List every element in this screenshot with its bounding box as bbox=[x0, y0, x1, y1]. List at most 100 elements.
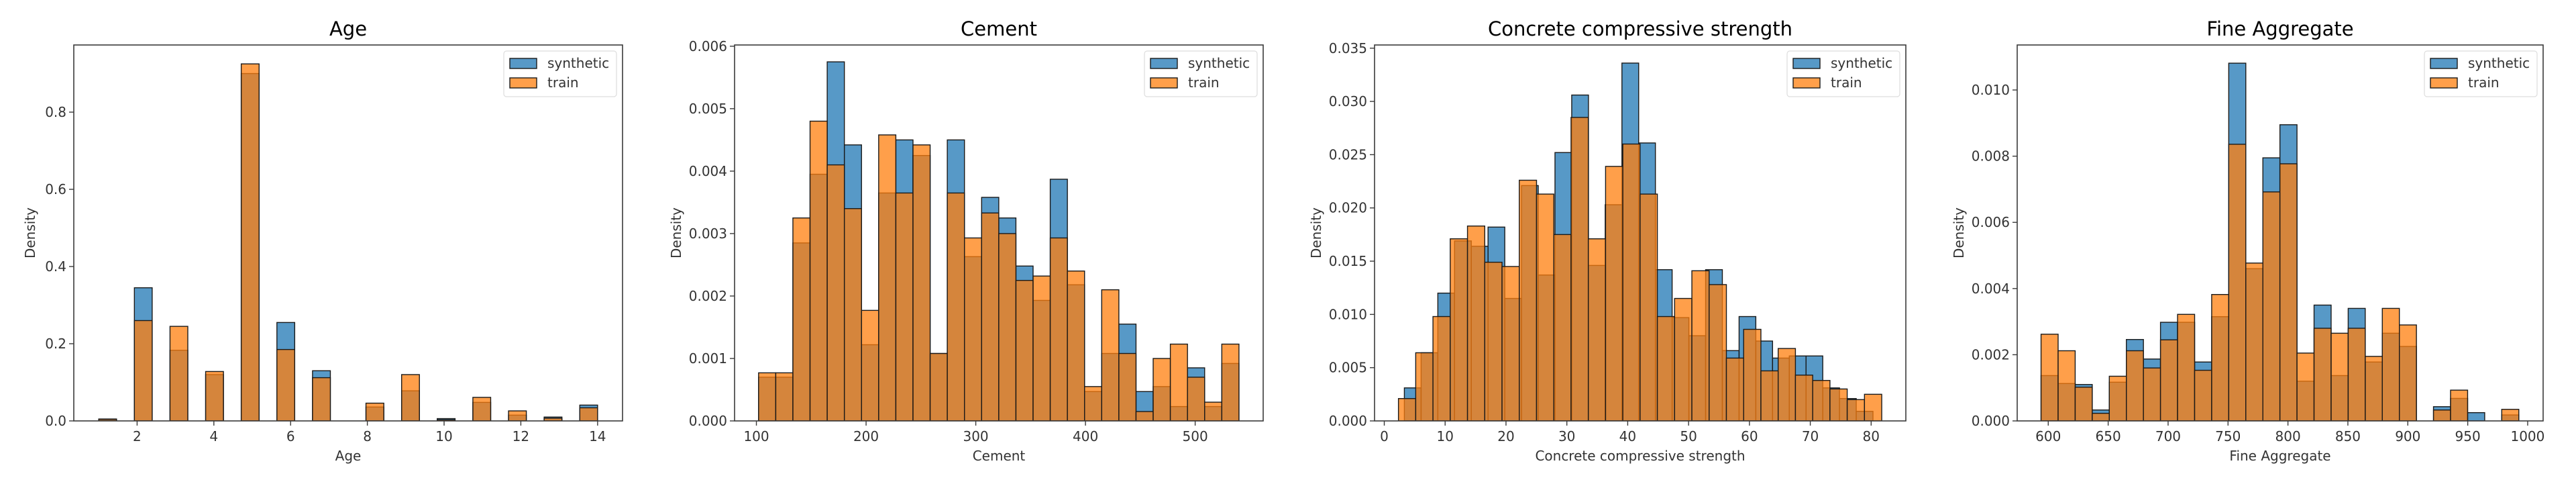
y-tick-label: 0.015 bbox=[1329, 253, 1367, 269]
x-tick-label: 950 bbox=[2455, 428, 2481, 444]
bar-train bbox=[1067, 271, 1085, 421]
x-tick-label: 80 bbox=[1863, 428, 1880, 444]
y-tick-label: 0.003 bbox=[689, 226, 727, 242]
x-tick-label: 2 bbox=[133, 428, 142, 444]
bar-train bbox=[1118, 352, 1137, 421]
legend-label-synthetic: synthetic bbox=[2468, 55, 2530, 71]
bar-train bbox=[2074, 387, 2093, 421]
bar-train bbox=[1777, 348, 1796, 421]
bar-train bbox=[1519, 179, 1538, 421]
x-tick-label: 50 bbox=[1680, 428, 1697, 444]
bar-train bbox=[579, 407, 598, 421]
bar-train bbox=[878, 134, 897, 421]
bar-train bbox=[2450, 389, 2469, 421]
bar-train bbox=[792, 217, 811, 421]
bar-train bbox=[1049, 237, 1068, 421]
bar-train bbox=[1484, 261, 1503, 421]
bar-train bbox=[1674, 297, 1693, 421]
bar-train bbox=[1032, 275, 1051, 421]
y-tick-label: 0.4 bbox=[45, 258, 66, 275]
chart-age: 2 4 6 8 10 12 14 0.0 0.2 0.4 0.6 0.8 Age Age Density sy… bbox=[22, 17, 623, 464]
x-tick-label: 30 bbox=[1558, 428, 1575, 444]
bar-train bbox=[2381, 307, 2400, 421]
bar-train bbox=[508, 410, 527, 421]
x-tick-label: 800 bbox=[2275, 428, 2301, 444]
bar-train bbox=[1570, 117, 1589, 421]
bar-train bbox=[1101, 289, 1120, 421]
chart-cement: 100 200 300 400 500 0.000 0.001 0.002 0.003 0.004… bbox=[668, 17, 1264, 464]
legend-swatch-train bbox=[2430, 77, 2458, 89]
legend: synthetic train bbox=[2424, 50, 2538, 97]
axes-frame bbox=[1374, 44, 1907, 422]
y-tick-label: 0.005 bbox=[689, 101, 727, 117]
bars-group bbox=[98, 63, 598, 421]
chart-concrete-compressive-strength: 0 10 20 30 40 50 60 70 80 0.000 0.005 0.010 0.015 0.0… bbox=[1308, 17, 1907, 464]
x-tick-label: 4 bbox=[209, 428, 218, 444]
bar-train bbox=[312, 377, 331, 421]
x-tick-label: 600 bbox=[2035, 428, 2061, 444]
bar-train bbox=[1152, 358, 1171, 421]
y-axis-label: Density bbox=[1308, 207, 1324, 258]
y-tick-label: 0.002 bbox=[689, 288, 727, 304]
x-tick-label: 14 bbox=[589, 428, 606, 444]
y-tick-label: 0.004 bbox=[689, 163, 727, 179]
bar-train bbox=[1015, 280, 1034, 421]
bar-train bbox=[1725, 357, 1744, 421]
bar-train bbox=[169, 326, 189, 421]
y-axis-label: Density bbox=[668, 207, 684, 258]
y-axis-label: Density bbox=[22, 207, 38, 258]
x-tick-label: 850 bbox=[2335, 428, 2361, 444]
bar-train bbox=[809, 120, 828, 421]
x-tick-label: 750 bbox=[2215, 428, 2241, 444]
bar-train bbox=[1466, 225, 1486, 421]
y-tick-label: 0.005 bbox=[1329, 360, 1367, 376]
x-tick-label: 40 bbox=[1619, 428, 1636, 444]
bar-train bbox=[1743, 328, 1762, 421]
bar-train bbox=[1135, 411, 1154, 421]
bar-train bbox=[2365, 356, 2383, 421]
y-tick-label: 0.020 bbox=[1329, 200, 1367, 216]
bar-train bbox=[2126, 350, 2144, 421]
bar-train bbox=[843, 208, 862, 421]
bar-train bbox=[2347, 328, 2366, 421]
y-tick-label: 0.035 bbox=[1329, 40, 1367, 56]
bar-train bbox=[1204, 401, 1223, 421]
x-tick-label: 300 bbox=[963, 428, 988, 444]
bar-train bbox=[1415, 352, 1434, 421]
bar-train bbox=[2211, 293, 2230, 421]
bar-train bbox=[1691, 270, 1710, 421]
bar-train bbox=[758, 372, 777, 421]
x-tick-label: 200 bbox=[853, 428, 879, 444]
bar-train bbox=[929, 352, 948, 421]
bar-train bbox=[2501, 409, 2520, 421]
x-tick-label: 60 bbox=[1741, 428, 1758, 444]
y-tick-label: 0.8 bbox=[45, 104, 66, 120]
bar-train bbox=[2432, 409, 2451, 421]
axes-frame bbox=[2017, 44, 2544, 422]
bar-train bbox=[98, 419, 117, 421]
legend-swatch-synthetic bbox=[509, 58, 537, 69]
y-tick-label: 0.006 bbox=[689, 38, 727, 54]
chart-title: Age bbox=[329, 17, 367, 40]
x-tick-label: 6 bbox=[286, 428, 295, 444]
bars-group bbox=[758, 61, 1240, 421]
x-tick-label: 900 bbox=[2395, 428, 2420, 444]
x-tick-label: 10 bbox=[435, 428, 452, 444]
bar-train bbox=[2313, 328, 2332, 421]
y-tick-label: 0.000 bbox=[1972, 413, 2010, 429]
bar-train bbox=[1846, 399, 1866, 421]
bar-synthetic bbox=[2467, 412, 2485, 421]
bar-train bbox=[205, 371, 224, 421]
bar-train bbox=[1864, 393, 1882, 421]
legend: synthetic train bbox=[1786, 50, 1900, 97]
series-train bbox=[758, 120, 1240, 421]
chart-title: Fine Aggregate bbox=[2206, 17, 2353, 40]
y-tick-label: 0.030 bbox=[1329, 93, 1367, 109]
bar-train bbox=[1187, 377, 1205, 421]
y-axis-label: Density bbox=[1951, 207, 1967, 258]
legend-label-train: train bbox=[1831, 75, 1862, 91]
x-axis-label: Concrete compressive strength bbox=[1535, 448, 1745, 464]
legend-swatch-synthetic bbox=[1792, 58, 1821, 69]
y-tick-label: 0.008 bbox=[1972, 148, 2010, 164]
